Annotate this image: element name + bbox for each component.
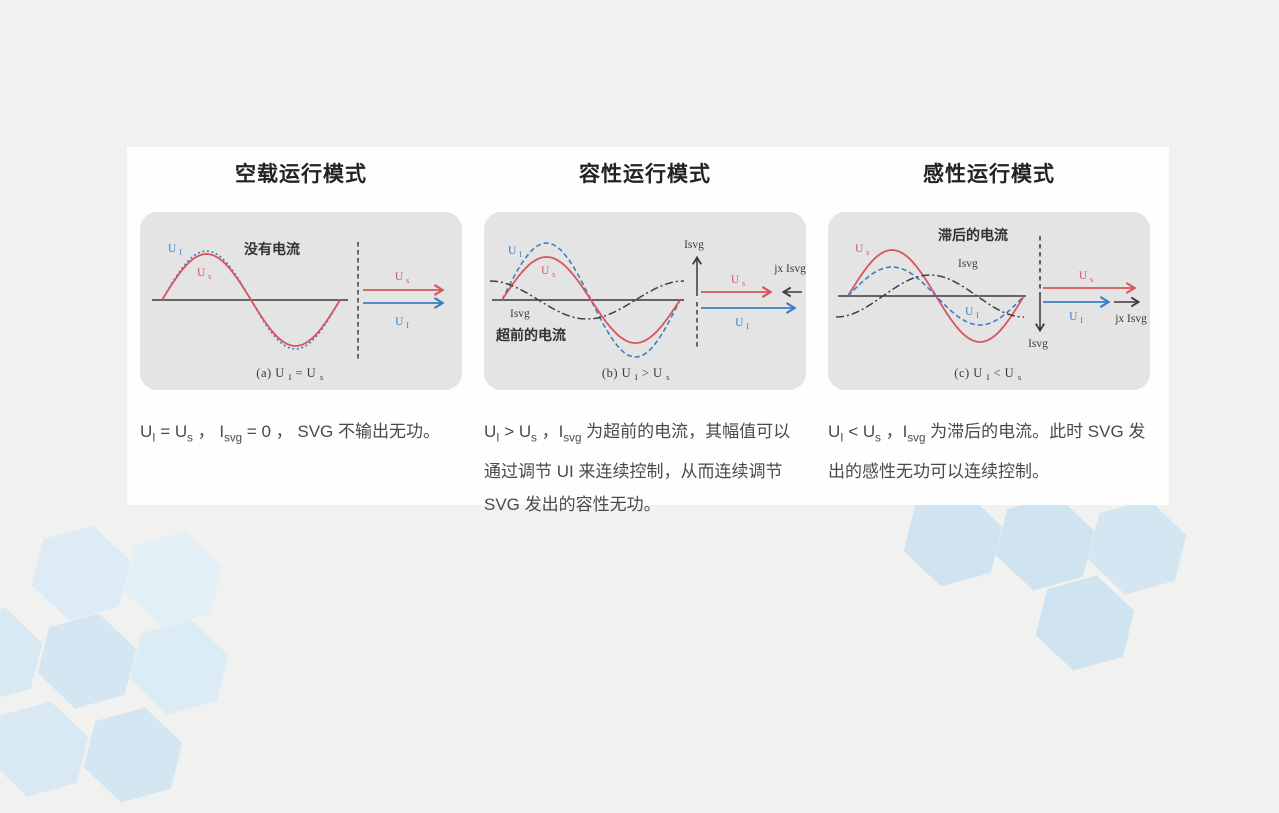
description-no-load: UI = Us ， Isvg = 0 ， SVG 不输出无功。 (140, 422, 440, 445)
waveform-phasor-diagram-b: U I U s Isvg 超前的电流 Isvg U s jx Isvg U I … (489, 239, 806, 382)
diagram-caption-a: (a) U I = U s (256, 366, 324, 382)
ui-curve-label: U I (168, 243, 182, 257)
column-inductive-mode: 感性运行模式 滞后的电流 U s Isvg U I Isvg U s U I j… (828, 147, 1150, 505)
us-phasor-label: U s (1079, 270, 1093, 284)
ui-phasor-label: U I (395, 316, 409, 330)
description-inductive: UI < Us ，Isvg 为滞后的电流。此时 SVG 发出的感性无功可以连续控… (828, 422, 1146, 482)
hexagon-decoration (117, 521, 228, 638)
ui-voltage-curve (501, 242, 681, 358)
isvg-current-curve (489, 280, 685, 320)
hexagon-decoration (0, 597, 49, 714)
isvg-curve-label: Isvg (510, 308, 530, 320)
slide-background: { "slide": { "background_hex": "#f1f1ef"… (0, 147, 1193, 720)
waveform-phasor-diagram-c: 滞后的电流 U s Isvg U I Isvg U s U I jx Isvg … (835, 227, 1147, 382)
jx-isvg-phasor-label: jx Isvg (1114, 313, 1147, 325)
hexagon-decoration (123, 609, 234, 726)
ui-phasor-label: U I (735, 317, 749, 331)
annotation-leading-current: 超前的电流 (495, 327, 566, 343)
waveform-phasor-diagram-a: 没有电流 U I U s U s U I (a) U I = U s (152, 241, 445, 382)
ui-curve-label: U I (965, 306, 979, 320)
column-capacitive-mode: 容性运行模式 U I U s Isvg 超前的电流 Isvg U s jx Is… (484, 147, 806, 514)
description-capacitive: UI > Us ，Isvg 为超前的电流，其幅值可以通过调节 UI 来连续控制，… (484, 422, 791, 515)
us-curve-label: U s (197, 267, 211, 281)
us-curve-label: U s (541, 265, 555, 279)
hexagon-decoration (31, 603, 142, 720)
column-no-load-mode: 空载运行模式 没有电流 U I (140, 147, 462, 505)
column-title-capacitive: 容性运行模式 (579, 163, 711, 186)
isvg-curve-label: Isvg (958, 258, 978, 270)
isvg-phasor-label: Isvg (1028, 338, 1048, 350)
hexagon-decoration (25, 515, 136, 632)
ui-voltage-curve (161, 250, 341, 350)
column-title-no-load: 空载运行模式 (235, 163, 367, 186)
diagram-panel-inductive: 滞后的电流 U s Isvg U I Isvg U s U I jx Isvg … (828, 212, 1150, 390)
us-phasor-label: U s (731, 274, 745, 288)
column-title-inductive: 感性运行模式 (923, 163, 1055, 186)
isvg-current-curve (835, 274, 1025, 318)
isvg-phasor-label: Isvg (684, 239, 704, 251)
us-voltage-curve (161, 253, 341, 347)
jx-isvg-phasor-label: jx Isvg (773, 263, 806, 275)
ui-curve-label: U I (508, 245, 522, 259)
diagram-caption-c: (c) U I < U s (954, 366, 1022, 382)
ui-phasor-label: U I (1069, 311, 1083, 325)
diagram-caption-b: (b) U I > U s (602, 366, 670, 382)
us-voltage-curve (501, 256, 681, 344)
us-curve-label: U s (855, 243, 869, 257)
hexagon-decoration (77, 697, 188, 813)
diagram-panel-no-load: 没有电流 U I U s U s U I (a) U I = U s (140, 212, 462, 390)
annotation-no-current: 没有电流 (244, 241, 300, 257)
hexagon-decoration (0, 691, 95, 808)
us-phasor-label: U s (395, 271, 409, 285)
diagram-panel-capacitive: U I U s Isvg 超前的电流 Isvg U s jx Isvg U I … (484, 212, 806, 390)
content-card: 空载运行模式 没有电流 U I (127, 147, 1169, 514)
annotation-lagging-current: 滞后的电流 (938, 227, 1008, 243)
ui-voltage-curve (847, 266, 1025, 326)
